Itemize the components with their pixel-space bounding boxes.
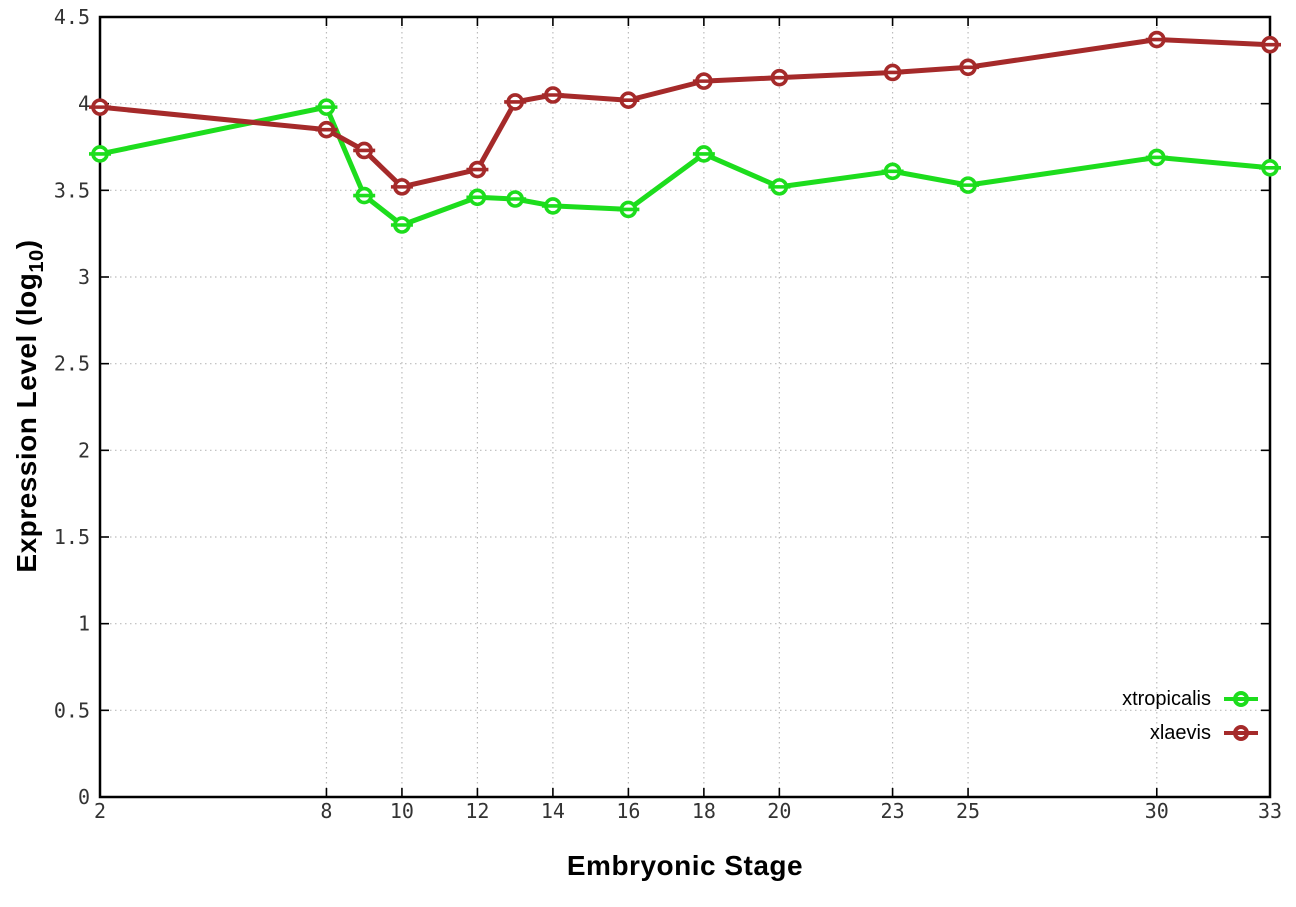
- x-tick-label: 33: [1258, 799, 1282, 823]
- y-tick-label: 0: [78, 785, 90, 809]
- y-tick-label: 2: [78, 438, 90, 462]
- x-tick-label: 8: [320, 799, 332, 823]
- x-axis-title: Embryonic Stage: [566, 850, 804, 881]
- legend-marker-xtropicalis: [1224, 689, 1258, 709]
- x-tick-label: 20: [767, 799, 791, 823]
- legend: xtropicalis xlaevis: [1122, 682, 1258, 750]
- legend-marker-xlaevis: [1224, 723, 1258, 743]
- x-tick-label: 2: [94, 799, 106, 823]
- legend-label-xlaevis: xlaevis: [1149, 722, 1211, 744]
- x-tick-label: 12: [465, 799, 489, 823]
- plot-border: [98, 15, 1272, 799]
- y-axis-title-subscript: 10: [25, 249, 48, 273]
- y-tick-label: 3.5: [54, 178, 90, 202]
- x-tick-label: 23: [881, 799, 905, 823]
- y-tick-label: 0.5: [54, 698, 90, 722]
- y-tick-label: 1.5: [54, 525, 90, 549]
- y-tick-label: 3: [78, 265, 90, 289]
- x-tick-label: 10: [390, 799, 414, 823]
- legend-row-xlaevis: xlaevis: [1122, 716, 1258, 750]
- x-tick-label: 14: [541, 799, 565, 823]
- legend-line-sample: [1224, 731, 1258, 735]
- y-axis-title-text: Expression Level (log: [11, 272, 43, 573]
- legend-line-sample: [1224, 697, 1258, 701]
- legend-row-xtropicalis: xtropicalis: [1122, 682, 1258, 716]
- y-tick-label: 2.5: [54, 352, 90, 376]
- y-tick-label: 4: [78, 92, 90, 116]
- y-tick-label: 1: [78, 612, 90, 636]
- legend-label-xtropicalis: xtropicalis: [1122, 688, 1211, 710]
- x-tick-label: 16: [616, 799, 640, 823]
- x-tick-label: 18: [692, 799, 716, 823]
- x-tick-label: 25: [956, 799, 980, 823]
- x-tick-label: 30: [1145, 799, 1169, 823]
- y-axis-title: Expression Level (log10): [11, 239, 49, 572]
- y-axis-title-close: ): [11, 239, 43, 250]
- y-tick-label: 4.5: [54, 5, 90, 29]
